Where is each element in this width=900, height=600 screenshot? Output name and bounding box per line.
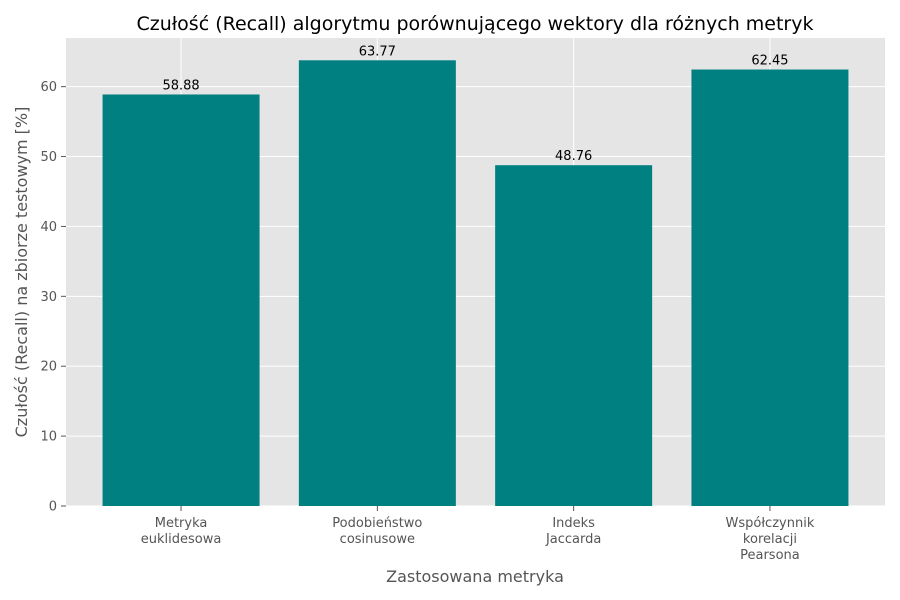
bar <box>298 60 456 506</box>
x-tick-label: Metryka euklidesowa <box>141 516 222 547</box>
chart-title: Czułość (Recall) algorytmu porównującego… <box>137 13 814 35</box>
bar-value-label: 63.77 <box>359 44 396 59</box>
x-tick-label-line: Jaccarda <box>545 532 601 547</box>
x-tick-label: Podobieństwo cosinusowe <box>332 516 422 547</box>
x-tick-label-line: Podobieństwo <box>332 516 422 531</box>
y-axis-ticks: 0 10 20 30 40 50 60 <box>40 80 66 515</box>
x-tick-label-line: Indeks <box>552 516 595 531</box>
bar-value-label: 58.88 <box>162 78 199 93</box>
x-tick-label: Współczynnik korelacji Pearsona <box>726 516 815 563</box>
y-tick-label: 50 <box>40 150 57 165</box>
y-tick-label: 10 <box>40 430 57 445</box>
x-tick-label-line: Współczynnik <box>726 516 815 531</box>
bar-value-label: 48.76 <box>555 149 592 164</box>
x-tick-label-line: korelacji <box>743 532 797 547</box>
y-axis-label: Czułość (Recall) na zbiorze testowym [%] <box>12 107 31 438</box>
y-tick-label: 30 <box>40 290 57 305</box>
x-tick-label-line: Pearsona <box>740 548 800 563</box>
value-labels: 58.88 63.77 48.76 62.45 <box>162 44 788 164</box>
y-tick-label: 20 <box>40 360 57 375</box>
x-axis-label: Zastosowana metryka <box>386 567 564 586</box>
x-tick-label: Indeks Jaccarda <box>545 516 601 547</box>
bar <box>691 69 849 506</box>
x-tick-label-line: cosinusowe <box>340 532 415 547</box>
x-axis-ticks: Metryka euklidesowa Podobieństwo cosinusowe… <box>141 506 815 563</box>
x-tick-label-line: euklidesowa <box>141 532 222 547</box>
y-tick-label: 0 <box>49 500 57 515</box>
x-tick-label-line: Metryka <box>155 516 208 531</box>
y-tick-label: 40 <box>40 220 57 235</box>
y-tick-label: 60 <box>40 80 57 95</box>
bar <box>495 165 653 507</box>
bar-value-label: 62.45 <box>751 54 788 69</box>
bars <box>102 60 849 507</box>
bar <box>102 94 260 507</box>
